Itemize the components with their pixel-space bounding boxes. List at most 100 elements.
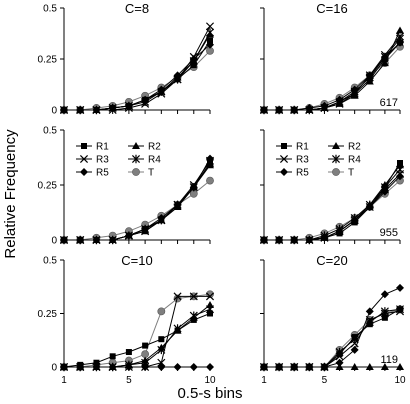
legend-marker-R4 bbox=[131, 154, 141, 164]
legend-marker-R4 bbox=[331, 154, 341, 164]
legend-marker-R5 bbox=[80, 168, 88, 176]
series-line-R1 bbox=[64, 40, 211, 111]
series-line-R1 bbox=[63, 313, 211, 368]
panel-count-annotation: 617 bbox=[380, 97, 398, 109]
y-axis-title: Relative Frequency bbox=[2, 129, 19, 259]
data-point-R5 bbox=[124, 101, 133, 110]
data-point-R4 bbox=[350, 334, 359, 344]
data-point-R2 bbox=[396, 363, 404, 370]
series-R5 bbox=[260, 172, 404, 244]
data-point-R5 bbox=[350, 85, 359, 94]
data-point-R5 bbox=[335, 95, 344, 104]
data-point-R1 bbox=[158, 336, 165, 343]
legend-marker-R2 bbox=[332, 142, 340, 149]
data-point-R5 bbox=[365, 307, 374, 316]
data-point-R5 bbox=[290, 106, 299, 114]
legend-label-R1: R1 bbox=[296, 142, 309, 153]
data-point-R5 bbox=[275, 236, 284, 244]
legend-marker-R1 bbox=[281, 143, 287, 149]
data-point-R5 bbox=[189, 183, 198, 192]
data-point-R1 bbox=[207, 310, 213, 317]
data-point-R5 bbox=[335, 227, 344, 236]
series-R2 bbox=[60, 300, 214, 370]
data-point-R4 bbox=[380, 307, 389, 316]
series-line-R5 bbox=[64, 158, 211, 241]
data-point-R3 bbox=[205, 22, 215, 31]
series-line-R4 bbox=[64, 308, 211, 368]
data-point-R2 bbox=[206, 300, 214, 308]
data-point-R2 bbox=[396, 26, 404, 34]
data-point-R5 bbox=[396, 283, 404, 292]
data-point-R1 bbox=[207, 37, 213, 44]
data-point-R5 bbox=[76, 106, 85, 114]
x-tick-label: 5 bbox=[126, 375, 132, 386]
data-point-R5 bbox=[189, 363, 198, 371]
legend-label-R4: R4 bbox=[348, 155, 361, 166]
data-point-R5 bbox=[365, 203, 374, 211]
legend-label-R5: R5 bbox=[296, 168, 309, 179]
data-point-R4 bbox=[157, 345, 166, 355]
legend-marker-R1 bbox=[81, 143, 87, 149]
data-point-R5 bbox=[108, 103, 117, 112]
y-tick-label: 0 bbox=[51, 363, 57, 374]
series-R4 bbox=[59, 305, 215, 372]
data-point-R1 bbox=[93, 359, 100, 366]
data-point-R5 bbox=[260, 363, 268, 371]
series-line-R3 bbox=[64, 295, 210, 368]
series-line-R5 bbox=[264, 175, 401, 241]
series-line-R5 bbox=[264, 42, 401, 111]
panel-title: C=8 bbox=[125, 1, 149, 16]
data-point-R5 bbox=[206, 154, 214, 163]
data-point-R5 bbox=[206, 40, 214, 49]
panel-middle-left: 0 0.25 0.5 R1 R2 R3 R4 R5 T bbox=[38, 126, 215, 247]
data-point-R3 bbox=[205, 292, 215, 301]
series-R5 bbox=[60, 363, 214, 371]
data-point-R5 bbox=[60, 363, 68, 371]
panel-middle-right: 955 R1 R2 R3 R4 R5 T bbox=[259, 129, 405, 245]
series-R5 bbox=[260, 38, 404, 114]
data-point-R5 bbox=[141, 225, 150, 233]
data-point-R5 bbox=[396, 38, 404, 47]
data-point-R5 bbox=[173, 363, 182, 371]
panel-title: C=20 bbox=[316, 253, 347, 268]
y-tick-label: 0.25 bbox=[38, 181, 58, 192]
data-point-R5 bbox=[60, 106, 68, 114]
legend-label-R3: R3 bbox=[96, 155, 109, 166]
legend-marker-R2 bbox=[132, 142, 140, 149]
data-point-R2 bbox=[380, 59, 389, 67]
data-point-R5 bbox=[108, 363, 117, 371]
legend-label-R3: R3 bbox=[296, 155, 309, 166]
data-point-R5 bbox=[350, 345, 359, 354]
series-R5 bbox=[60, 154, 214, 244]
data-point-R5 bbox=[260, 106, 268, 114]
data-point-R5 bbox=[124, 363, 133, 371]
data-point-R5 bbox=[290, 236, 299, 244]
series-line-R2 bbox=[64, 164, 211, 241]
series-R1 bbox=[61, 310, 213, 370]
legend: R1 R2 R3 R4 R5 T bbox=[276, 142, 361, 179]
data-point-R5 bbox=[335, 358, 344, 367]
data-point-R5 bbox=[290, 363, 299, 371]
data-point-R4 bbox=[189, 311, 198, 320]
y-tick-label: 0.5 bbox=[43, 126, 57, 137]
y-tick-label: 0.5 bbox=[43, 4, 57, 15]
series-line-R5 bbox=[64, 44, 211, 111]
data-point-R5 bbox=[92, 363, 101, 371]
y-tick-label: 0.25 bbox=[38, 55, 58, 66]
data-point-R5 bbox=[141, 95, 150, 104]
series-line-R5 bbox=[264, 287, 401, 368]
legend-label-R5: R5 bbox=[96, 168, 109, 179]
data-point-R5 bbox=[305, 236, 314, 244]
data-point-R1 bbox=[142, 342, 149, 349]
legend-marker-R3 bbox=[279, 154, 289, 164]
x-tick-label: 10 bbox=[204, 375, 216, 386]
data-point-R5 bbox=[350, 216, 359, 225]
x-tick-label: 5 bbox=[322, 375, 328, 386]
data-point-R5 bbox=[320, 233, 329, 242]
legend-label-R1: R1 bbox=[96, 142, 109, 153]
x-tick-label: 1 bbox=[261, 375, 267, 386]
data-point-R4 bbox=[173, 324, 182, 333]
panel-count-annotation: 955 bbox=[380, 227, 398, 239]
legend-label-T: T bbox=[348, 168, 354, 179]
